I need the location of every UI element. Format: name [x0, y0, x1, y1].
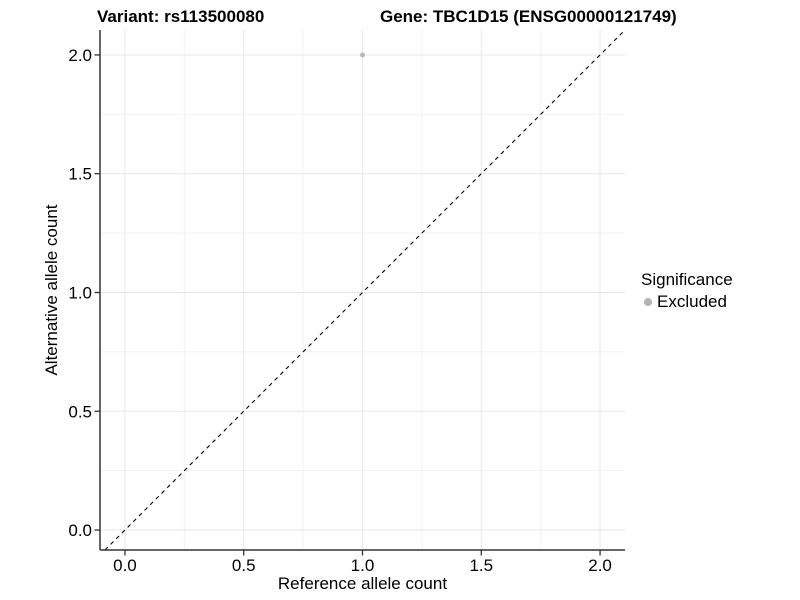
- y-axis-title: Alternative allele count: [42, 204, 61, 376]
- x-axis-title: Reference allele count: [277, 574, 448, 593]
- plot-title-variant: Variant: rs113500080: [97, 7, 265, 26]
- y-tick-label: 0.0: [68, 521, 92, 540]
- x-tick-label: 1.0: [351, 556, 375, 575]
- legend: Significance Excluded: [639, 270, 733, 312]
- x-tick-label: 1.5: [469, 556, 493, 575]
- x-tick-label: 0.5: [232, 556, 256, 575]
- plot-title-gene: Gene: TBC1D15 (ENSG00000121749): [380, 7, 677, 26]
- y-tick-label: 1.0: [68, 283, 92, 302]
- x-tick-label: 2.0: [588, 556, 612, 575]
- legend-point-icon: [644, 298, 652, 306]
- identity-line: [104, 29, 626, 551]
- legend-item-excluded: Excluded: [639, 292, 733, 312]
- y-tick-label: 2.0: [68, 46, 92, 65]
- x-tick-label: 0.0: [113, 556, 137, 575]
- y-tick-label: 1.5: [68, 165, 92, 184]
- legend-title: Significance: [641, 270, 733, 289]
- data-point: [359, 52, 366, 58]
- legend-item-label: Excluded: [657, 292, 727, 311]
- y-tick-label: 0.5: [68, 402, 92, 421]
